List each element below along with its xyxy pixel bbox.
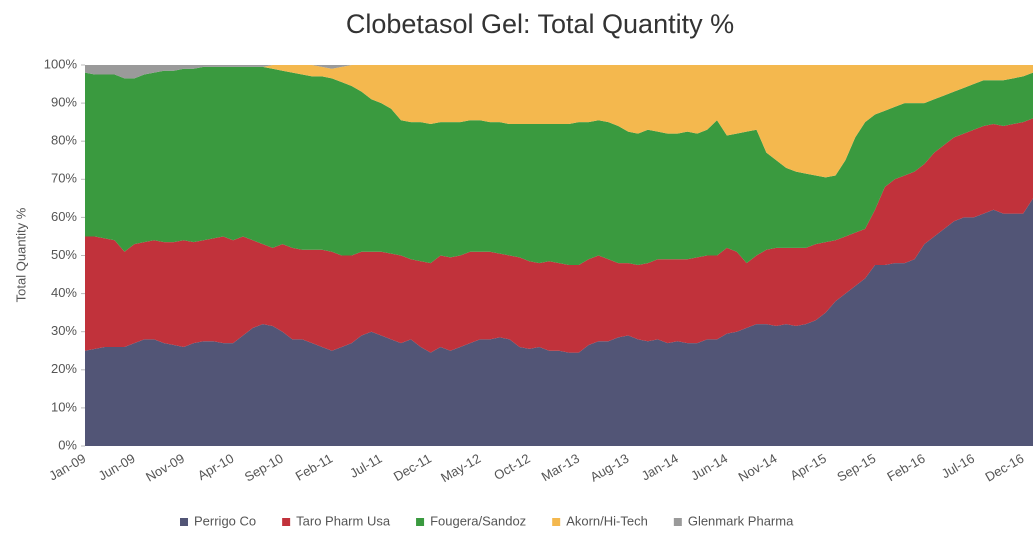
x-tick-label: Jan-14 xyxy=(639,451,681,484)
x-tick-label: Sep-15 xyxy=(834,451,878,485)
y-tick-label: 60% xyxy=(51,209,77,224)
x-tick-label: Feb-11 xyxy=(293,451,335,484)
area xyxy=(85,66,1033,266)
legend-label: Perrigo Co xyxy=(194,513,256,528)
chart-title: Clobetasol Gel: Total Quantity % xyxy=(346,9,734,39)
area xyxy=(85,198,1033,446)
x-tick-label: Apr-10 xyxy=(195,451,236,484)
x-tick-label: Aug-13 xyxy=(588,451,632,485)
y-tick-label: 50% xyxy=(51,247,77,262)
legend-swatch xyxy=(180,518,188,526)
y-tick-label: 10% xyxy=(51,399,77,414)
x-tick-label: Nov-09 xyxy=(143,451,187,485)
y-tick-label: 20% xyxy=(51,361,77,376)
y-tick-label: 90% xyxy=(51,95,77,110)
legend-swatch xyxy=(673,518,682,526)
x-tick-label: Nov-14 xyxy=(736,451,780,485)
y-tick-label: 80% xyxy=(51,133,77,148)
y-tick-label: 100% xyxy=(44,56,78,71)
legend-swatch xyxy=(552,518,561,526)
x-tick-label: Sep-10 xyxy=(242,451,286,485)
x-tick-label: Jul-11 xyxy=(347,451,384,481)
x-tick-label: Feb-16 xyxy=(884,451,927,485)
y-tick-label: 40% xyxy=(51,285,77,300)
area xyxy=(85,118,1033,353)
y-tick-label: 70% xyxy=(51,171,77,186)
legend-label: Taro Pharm Usa xyxy=(296,513,391,528)
x-tick-label: Dec-11 xyxy=(391,451,434,484)
x-tick-label: Apr-15 xyxy=(788,451,829,484)
y-axis-label: Total Quantity % xyxy=(13,207,28,302)
legend-label: Glenmark Pharma xyxy=(688,513,794,528)
legend-swatch xyxy=(282,518,291,526)
area xyxy=(85,65,1033,79)
x-tick-label: Oct-12 xyxy=(491,451,532,483)
y-tick-label: 30% xyxy=(51,323,77,338)
x-tick-label: Jun-09 xyxy=(96,451,138,484)
area xyxy=(85,65,1033,178)
legend-label: Fougera/Sandoz xyxy=(430,513,526,528)
legend-label: Akorn/Hi-Tech xyxy=(566,513,648,528)
x-tick-label: Mar-13 xyxy=(539,451,582,485)
legend-swatch xyxy=(416,518,425,526)
x-tick-label: Jun-14 xyxy=(688,451,730,484)
x-tick-label: Jul-16 xyxy=(939,451,977,482)
x-tick-label: Jan-09 xyxy=(46,451,88,484)
x-tick-label: Dec-16 xyxy=(983,451,1027,485)
y-tick-label: 0% xyxy=(58,437,77,452)
x-tick-label: May-12 xyxy=(438,451,483,486)
